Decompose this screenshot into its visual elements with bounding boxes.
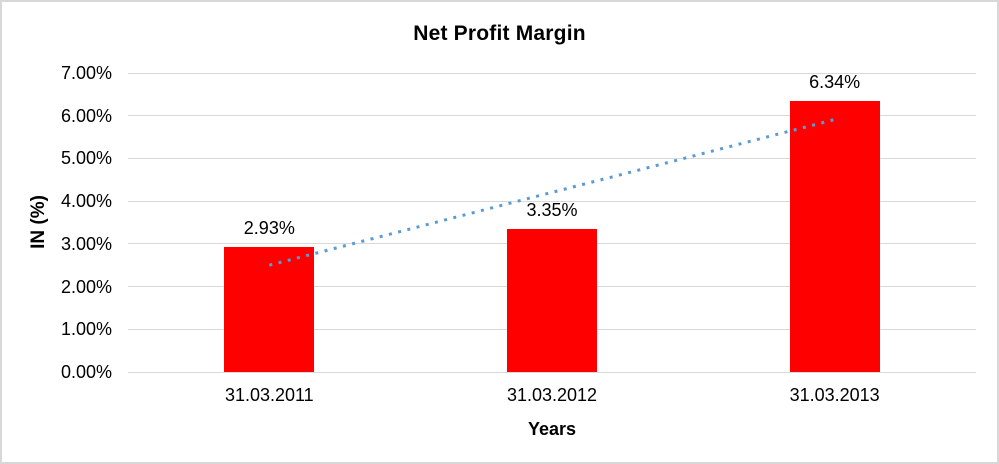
y-tick-label: 6.00% — [60, 105, 112, 126]
gridline — [128, 371, 976, 373]
bar-data-label: 3.35% — [526, 199, 578, 220]
bar — [224, 246, 315, 372]
x-category-label: 31.03.2013 — [789, 385, 880, 405]
bar-data-label: 2.93% — [243, 217, 295, 238]
bar — [789, 101, 880, 372]
x-category-label: 31.03.2012 — [506, 385, 598, 405]
y-tick-label: 7.00% — [60, 63, 112, 83]
y-tick-label: 2.00% — [60, 276, 112, 297]
bar — [507, 228, 597, 372]
y-tick-label: 0.00% — [60, 362, 112, 382]
y-tick-label: 3.00% — [60, 233, 112, 254]
gridline — [128, 115, 976, 117]
bar-data-label: 6.34% — [809, 72, 861, 93]
y-tick-label: 1.00% — [60, 319, 112, 340]
chart-title: Net Profit Margin — [413, 22, 586, 45]
y-tick-label: 5.00% — [60, 148, 112, 169]
x-axis-title: Years — [527, 419, 577, 439]
gridline — [128, 72, 976, 74]
y-tick-label: 4.00% — [60, 191, 112, 212]
x-category-label: 31.03.2011 — [224, 385, 314, 405]
